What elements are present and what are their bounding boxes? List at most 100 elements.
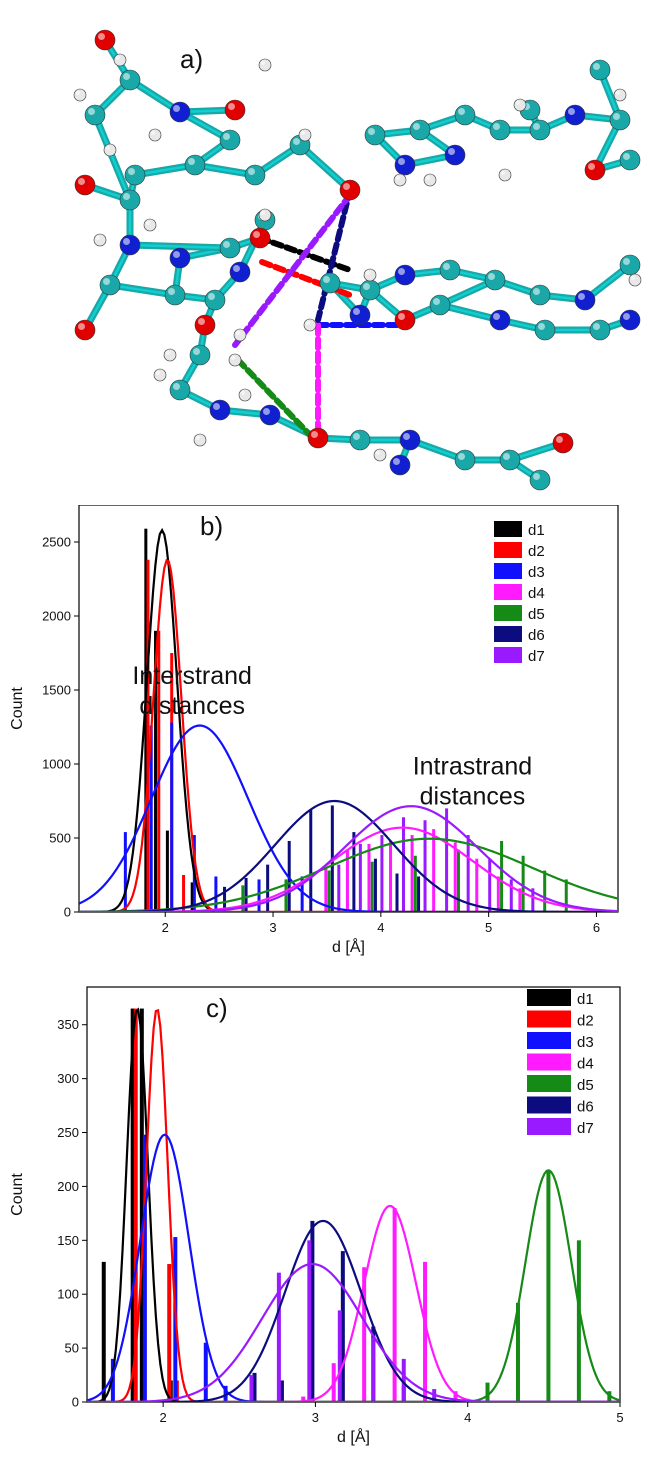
bar-d5-2-b bbox=[327, 870, 331, 912]
fit-curves-layer-c bbox=[87, 1007, 620, 1402]
bar-d6-6-b bbox=[352, 832, 356, 912]
y-tick-label-7-c: 350 bbox=[57, 1017, 79, 1032]
bar-d1-2-c bbox=[139, 1008, 144, 1402]
legend-swatch-d6-c bbox=[527, 1096, 571, 1114]
bar-d6-1-b bbox=[244, 877, 248, 912]
y-tick-label-6-c: 300 bbox=[57, 1071, 79, 1086]
y-tick-label-0-b: 0 bbox=[64, 905, 71, 920]
x-axis-label-c: d [Å] bbox=[337, 1427, 370, 1446]
legend-label-d2-b: d2 bbox=[528, 543, 545, 560]
legend-label-d5-b: d5 bbox=[528, 606, 545, 623]
bar-d4-2-b bbox=[367, 843, 371, 912]
fit-curves-layer-b bbox=[79, 527, 618, 912]
bar-d4-5-b bbox=[432, 829, 436, 912]
y-tick-label-2-c: 100 bbox=[57, 1287, 79, 1302]
bar-d6-1-c bbox=[279, 1380, 284, 1402]
annotation-0-line-1-b: distances bbox=[139, 692, 245, 720]
legend-swatch-d2-c bbox=[527, 1010, 571, 1028]
bar-d4-6-b bbox=[453, 842, 457, 912]
fit-curve-d7-c bbox=[87, 1262, 620, 1402]
y-axis-label-c: Count bbox=[9, 1173, 26, 1216]
bar-d5-1-b bbox=[284, 879, 288, 912]
bar-d2-0-c bbox=[133, 1008, 138, 1402]
y-tick-label-4-c: 200 bbox=[57, 1179, 79, 1194]
bar-d5-3-b bbox=[370, 861, 374, 912]
panel-label-b: b) bbox=[200, 511, 223, 541]
fit-curve-d5-c bbox=[87, 1169, 620, 1402]
bar-d5-3-c bbox=[576, 1240, 581, 1402]
x-tick-label-2-c: 4 bbox=[464, 1410, 471, 1425]
bar-d3-1-c bbox=[142, 1134, 147, 1402]
bar-d3-3-c bbox=[203, 1342, 208, 1402]
legend-label-d6-c: d6 bbox=[577, 1099, 594, 1116]
bar-d6-7-b bbox=[373, 858, 377, 912]
bar-d5-8-b bbox=[543, 870, 547, 912]
bar-d3-0-b bbox=[123, 832, 127, 912]
molecular-structure-image: a) bbox=[73, 29, 642, 491]
bar-d5-5-b bbox=[456, 849, 460, 912]
bar-d5-9-b bbox=[564, 879, 568, 912]
bar-d3-6-b bbox=[300, 876, 304, 912]
x-tick-label-0-c: 2 bbox=[160, 1410, 167, 1425]
bar-d7-2-b bbox=[380, 835, 384, 912]
y-tick-label-5-b: 2500 bbox=[42, 535, 71, 550]
bar-d4-1-b bbox=[345, 849, 349, 912]
legend-label-d5-c: d5 bbox=[577, 1077, 594, 1094]
bar-d7-5-b bbox=[445, 808, 449, 912]
bar-d6-4-b bbox=[309, 809, 313, 912]
x-tick-label-4-b: 6 bbox=[593, 920, 600, 935]
bar-d6-3-c bbox=[340, 1251, 345, 1402]
legend-c: d1 d2 d3 d4 d5 d6 d7 bbox=[527, 989, 594, 1137]
bar-d4-7-b bbox=[475, 858, 479, 912]
bar-d5-0-c bbox=[485, 1382, 490, 1402]
bar-d4-4-b bbox=[410, 835, 414, 912]
bar-d3-2-b bbox=[170, 722, 174, 912]
fit-curve-d4-c bbox=[87, 1204, 620, 1402]
bar-d5-1-c bbox=[515, 1302, 520, 1402]
bar-d5-4-b bbox=[413, 855, 417, 912]
bar-d4-2-c bbox=[362, 1267, 367, 1402]
legend-swatch-d1-c bbox=[527, 989, 571, 1006]
bar-d4-0-c bbox=[301, 1396, 306, 1402]
y-axis-label-b: Count bbox=[9, 687, 26, 730]
bar-d7-5-c bbox=[401, 1358, 406, 1402]
bar-d2-0-b bbox=[146, 559, 150, 912]
bar-d3-4-b bbox=[214, 876, 218, 912]
bar-d3-4-c bbox=[223, 1385, 228, 1402]
bar-d7-4-c bbox=[371, 1337, 376, 1402]
annotation-1-line-0-b: Intrastrand bbox=[413, 752, 533, 780]
x-tick-label-2-b: 4 bbox=[377, 920, 384, 935]
bar-d7-2-c bbox=[307, 1240, 312, 1402]
legend-label-d7-c: d7 bbox=[577, 1120, 594, 1137]
fit-curve-d6-b bbox=[79, 799, 618, 912]
fit-curve-d6-c bbox=[87, 1219, 620, 1402]
x-axis-label-b: d [Å] bbox=[332, 937, 365, 956]
legend-label-d2-c: d2 bbox=[577, 1013, 594, 1030]
bar-d7-9-b bbox=[531, 888, 535, 912]
legend-label-d3-b: d3 bbox=[528, 564, 545, 581]
bar-d7-0-c bbox=[249, 1375, 254, 1402]
legend-swatch-d2-b bbox=[494, 542, 522, 558]
y-tick-label-3-c: 150 bbox=[57, 1233, 79, 1248]
x-tick-label-1-b: 3 bbox=[269, 920, 276, 935]
y-tick-label-2-b: 1000 bbox=[42, 757, 71, 772]
bar-d4-8-b bbox=[496, 876, 500, 912]
bar-d6-2-b bbox=[266, 864, 270, 912]
bar-d5-7-b bbox=[521, 855, 525, 912]
legend-label-d1-c: d1 bbox=[577, 991, 594, 1008]
x-tick-label-3-b: 5 bbox=[485, 920, 492, 935]
legend-swatch-d7-b bbox=[494, 647, 522, 663]
annotation-0-line-0-b: Interstrand bbox=[132, 662, 252, 690]
legend-b: d1 d2 d3 d4 d5 d6 d7 bbox=[494, 521, 545, 665]
fit-curve-d2-b bbox=[79, 558, 618, 912]
bar-d2-3-b bbox=[182, 875, 186, 912]
legend-swatch-d1-b bbox=[494, 521, 522, 537]
bar-d3-5-b bbox=[257, 879, 261, 912]
molecular-structure-panel: a) bbox=[0, 0, 647, 500]
fit-curve-d3-c bbox=[87, 1133, 620, 1402]
bar-d1-2-b bbox=[165, 830, 169, 912]
bar-d3-1-b bbox=[149, 725, 153, 912]
bar-d4-3-b bbox=[389, 840, 393, 912]
x-tick-label-3-c: 5 bbox=[616, 1410, 623, 1425]
legend-swatch-d4-c bbox=[527, 1053, 571, 1071]
